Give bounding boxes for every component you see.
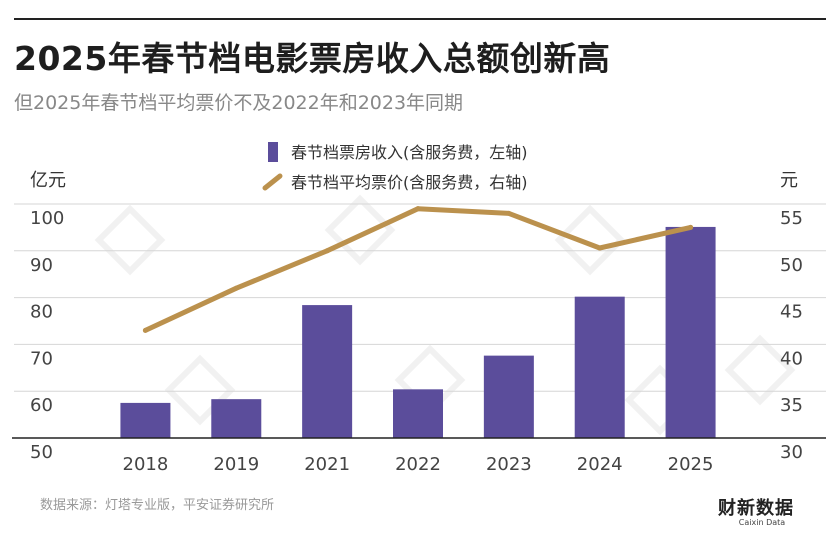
avg-price-point-2019 xyxy=(233,285,239,291)
bar-2022 xyxy=(393,389,443,438)
avg-price-point-2018 xyxy=(142,327,148,333)
avg-price-point-2022 xyxy=(415,206,421,212)
avg-price-point-2023 xyxy=(506,210,512,216)
legend-line-label: 春节档平均票价(含服务费，右轴) xyxy=(291,173,528,192)
right-tick-label: 30 xyxy=(780,442,803,463)
right-tick-label: 35 xyxy=(780,395,803,416)
watermark-mark-6 xyxy=(724,334,796,406)
left-tick-label: 80 xyxy=(30,302,53,323)
x-tick-label: 2019 xyxy=(213,454,259,475)
left-axis-unit: 亿元 xyxy=(30,170,66,191)
right-tick-label: 55 xyxy=(780,208,803,229)
right-axis-unit: 元 xyxy=(780,170,798,191)
legend-line-swatch xyxy=(262,173,283,191)
left-tick-label: 90 xyxy=(30,255,53,276)
bar-series xyxy=(120,226,716,438)
x-tick-label: 2022 xyxy=(395,454,441,475)
top-rule xyxy=(14,18,826,20)
left-tick-label: 100 xyxy=(30,208,64,229)
data-source: 数据来源：灯塔专业版，平安证券研究所 xyxy=(40,498,275,513)
right-tick-label: 45 xyxy=(780,302,803,323)
watermark-mark-2 xyxy=(324,194,396,266)
bar-2018 xyxy=(120,402,171,438)
bar-2023 xyxy=(483,355,534,438)
left-tick-label: 50 xyxy=(30,442,53,463)
bar-2019 xyxy=(211,399,262,438)
left-axis-ticks: 50 60 70 80 90 100 xyxy=(30,208,64,463)
x-tick-label: 2018 xyxy=(123,454,169,475)
legend: 春节档票房收入(含服务费，左轴) 春节档平均票价(含服务费，右轴) xyxy=(262,142,528,192)
bar-2024 xyxy=(574,296,625,438)
watermark-mark-4 xyxy=(554,204,626,276)
bar-2025 xyxy=(665,226,716,438)
left-tick-label: 60 xyxy=(30,395,53,416)
x-tick-label: 2021 xyxy=(304,454,350,475)
logo-subtext: Caixin Data xyxy=(738,518,786,527)
avg-price-point-2024 xyxy=(597,245,603,251)
legend-bar-label: 春节档票房收入(含服务费，左轴) xyxy=(291,143,528,162)
caixin-data-logo: 财新数据 Caixin Data xyxy=(718,494,806,527)
avg-price-point-2025 xyxy=(688,224,694,230)
avg-price-point-2021 xyxy=(324,248,330,254)
line-series xyxy=(142,206,694,333)
legend-bar-swatch xyxy=(268,142,278,162)
right-tick-label: 40 xyxy=(780,348,803,369)
chart-title: 2025年春节档电影票房收入总额创新高 xyxy=(14,39,611,78)
x-tick-label: 2025 xyxy=(668,454,714,475)
logo-text: 财新数据 xyxy=(718,498,794,519)
x-tick-label: 2023 xyxy=(486,454,532,475)
bar-2021 xyxy=(302,305,353,438)
x-axis-ticks: 2018 2019 2021 2022 2023 2024 2025 xyxy=(123,454,714,475)
right-axis-ticks: 30 35 40 45 50 55 xyxy=(780,208,803,463)
right-tick-label: 50 xyxy=(780,255,803,276)
x-tick-label: 2024 xyxy=(577,454,623,475)
left-tick-label: 70 xyxy=(30,348,53,369)
chart-subtitle: 但2025年春节档平均票价不及2022年和2023年同期 xyxy=(14,92,464,114)
watermark-mark-0 xyxy=(94,204,166,276)
